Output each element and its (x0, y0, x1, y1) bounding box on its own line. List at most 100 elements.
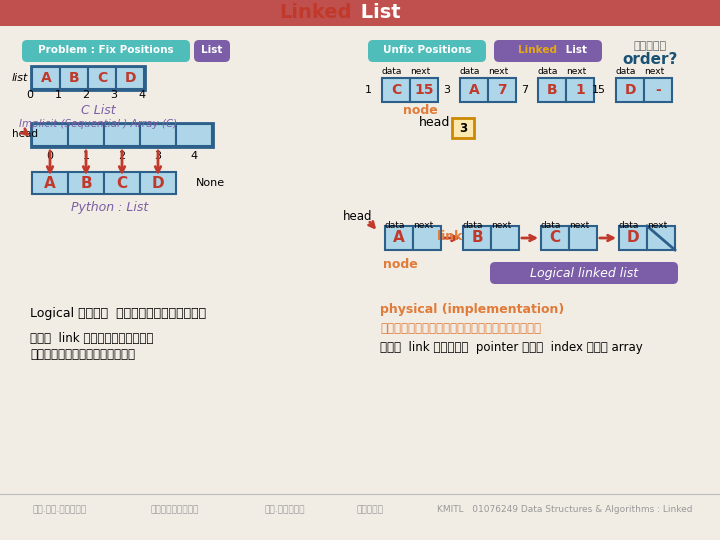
Text: next: next (569, 221, 589, 231)
Text: head: head (343, 210, 373, 222)
Text: Linked: Linked (518, 45, 557, 55)
Text: head: head (12, 129, 38, 139)
Text: List: List (354, 3, 400, 23)
Text: Logical linked list: Logical linked list (530, 267, 638, 280)
Text: Python : List: Python : List (71, 201, 148, 214)
FancyBboxPatch shape (647, 226, 675, 250)
FancyBboxPatch shape (32, 124, 68, 146)
Text: next: next (647, 221, 667, 231)
Text: C: C (97, 71, 107, 85)
Text: B: B (471, 231, 483, 246)
FancyBboxPatch shape (368, 40, 486, 62)
Text: A: A (469, 83, 480, 97)
Text: B: B (546, 83, 557, 97)
Text: เดชอุดราช: เดชอุดราช (150, 505, 199, 515)
FancyBboxPatch shape (413, 226, 441, 250)
Text: Logical คอใน  ความคดของเรา: Logical คอใน ความคดของเรา (30, 307, 206, 321)
Text: KMITL   01076249 Data Structures & Algorithms : Linked: KMITL 01076249 Data Structures & Algorit… (437, 505, 693, 515)
Text: 3: 3 (155, 151, 161, 161)
Text: แทนการเชอมโยงกน: แทนการเชอมโยงกน (30, 348, 135, 361)
FancyBboxPatch shape (619, 226, 647, 250)
Text: head: head (418, 116, 450, 129)
Text: 15: 15 (592, 85, 606, 95)
FancyBboxPatch shape (22, 40, 190, 62)
Text: D: D (626, 231, 639, 246)
Text: 4: 4 (138, 90, 145, 100)
Text: list: list (12, 73, 28, 83)
Text: A: A (40, 71, 51, 85)
Text: data: data (382, 68, 402, 77)
Text: B: B (80, 176, 92, 191)
Text: 4: 4 (190, 151, 197, 161)
FancyBboxPatch shape (140, 172, 176, 194)
Text: node: node (402, 104, 437, 117)
Text: 1: 1 (55, 90, 61, 100)
Text: node: node (382, 258, 418, 271)
Text: List: List (562, 45, 587, 55)
Text: C: C (117, 176, 127, 191)
Text: order?: order? (622, 52, 678, 68)
FancyBboxPatch shape (463, 226, 491, 250)
Text: 0: 0 (27, 90, 34, 100)
Text: next: next (566, 68, 586, 77)
Text: data: data (618, 221, 639, 231)
Text: link: link (437, 230, 463, 242)
Text: Implicit (Sequential ) Array (C): Implicit (Sequential ) Array (C) (19, 119, 177, 129)
Text: next: next (413, 221, 433, 231)
Text: 3: 3 (110, 90, 117, 100)
Text: 1: 1 (365, 85, 372, 95)
Text: 7: 7 (498, 83, 507, 97)
Text: เชน  link อาจใช  pointer หรอ  index ของ array: เชน link อาจใช pointer หรอ index ของ arr… (380, 341, 643, 354)
Text: data: data (538, 68, 558, 77)
Text: A: A (44, 176, 56, 191)
Text: data: data (384, 221, 405, 231)
FancyBboxPatch shape (88, 67, 116, 89)
FancyBboxPatch shape (194, 40, 230, 62)
Text: 1: 1 (575, 83, 585, 97)
FancyBboxPatch shape (494, 40, 602, 62)
FancyBboxPatch shape (104, 172, 140, 194)
FancyBboxPatch shape (385, 226, 413, 250)
FancyBboxPatch shape (176, 124, 212, 146)
Text: next: next (488, 68, 508, 77)
Text: data: data (616, 68, 636, 77)
Text: data: data (460, 68, 480, 77)
Text: -: - (655, 83, 661, 97)
Text: B: B (68, 71, 79, 85)
FancyBboxPatch shape (116, 67, 144, 89)
FancyBboxPatch shape (644, 78, 672, 102)
FancyBboxPatch shape (569, 226, 597, 250)
Text: ตรบรณ: ตรบรณ (356, 505, 384, 515)
Text: รศ.กฤตวน: รศ.กฤตวน (265, 505, 305, 515)
Text: Problem : Fix Positions: Problem : Fix Positions (38, 45, 174, 55)
FancyBboxPatch shape (60, 67, 88, 89)
Text: Unfix Positions: Unfix Positions (383, 45, 472, 55)
Text: D: D (125, 71, 136, 85)
Text: 2: 2 (82, 90, 89, 100)
Text: 7: 7 (521, 85, 528, 95)
Text: 3: 3 (443, 85, 450, 95)
Text: รศ.ดร.บุญธร: รศ.ดร.บุญธร (33, 505, 87, 515)
Text: เชน  link แทนดวยลกกธ: เชน link แทนดวยลกกธ (30, 332, 153, 345)
FancyBboxPatch shape (68, 172, 104, 194)
Text: C List: C List (81, 104, 115, 117)
FancyBboxPatch shape (68, 124, 104, 146)
FancyBboxPatch shape (491, 226, 519, 250)
FancyBboxPatch shape (452, 118, 474, 138)
Text: physical (implementation): physical (implementation) (380, 303, 564, 316)
Text: D: D (152, 176, 164, 191)
FancyBboxPatch shape (104, 124, 140, 146)
Text: 2: 2 (118, 151, 125, 161)
Text: next: next (491, 221, 511, 231)
Text: C: C (391, 83, 401, 97)
Text: next: next (644, 68, 664, 77)
Text: Linked: Linked (279, 3, 352, 23)
FancyBboxPatch shape (566, 78, 594, 102)
Text: 3: 3 (459, 122, 467, 134)
FancyBboxPatch shape (382, 78, 410, 102)
FancyBboxPatch shape (538, 78, 566, 102)
Text: 1: 1 (83, 151, 89, 161)
Text: 15: 15 (414, 83, 433, 97)
FancyBboxPatch shape (541, 226, 569, 250)
FancyBboxPatch shape (0, 0, 720, 26)
